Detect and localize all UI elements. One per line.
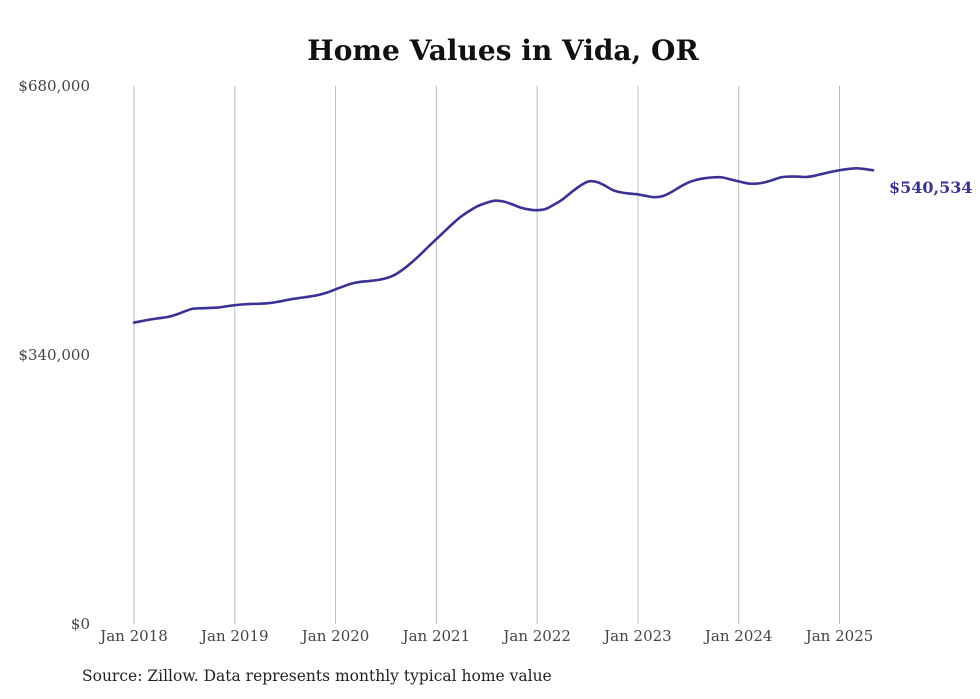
x-axis-ticks: Jan 2018 Jan 2019 Jan 2020 Jan 2021 Jan 2022…	[98, 627, 873, 645]
x-tick-label: Jan 2022	[501, 627, 571, 645]
gridlines	[133, 86, 840, 624]
x-tick-label: Jan 2019	[199, 627, 269, 645]
x-tick-label: Jan 2024	[703, 627, 773, 645]
x-tick-label: Jan 2020	[300, 627, 370, 645]
x-tick-label: Jan 2023	[602, 627, 672, 645]
series-line	[132, 166, 875, 324]
end-value-label: $540,534	[889, 178, 973, 197]
chart-title: Home Values in Vida, OR	[307, 34, 699, 67]
x-tick-label: Jan 2025	[804, 627, 874, 645]
source-note: Source: Zillow. Data represents monthly …	[82, 667, 552, 685]
x-tick-label: Jan 2018	[98, 627, 168, 645]
y-axis-ticks: $0 $340,000 $680,000	[18, 77, 90, 633]
x-tick-label: Jan 2021	[401, 627, 471, 645]
y-tick-label: $0	[71, 615, 90, 633]
y-tick-label: $340,000	[18, 346, 90, 364]
y-tick-label: $680,000	[18, 77, 90, 95]
